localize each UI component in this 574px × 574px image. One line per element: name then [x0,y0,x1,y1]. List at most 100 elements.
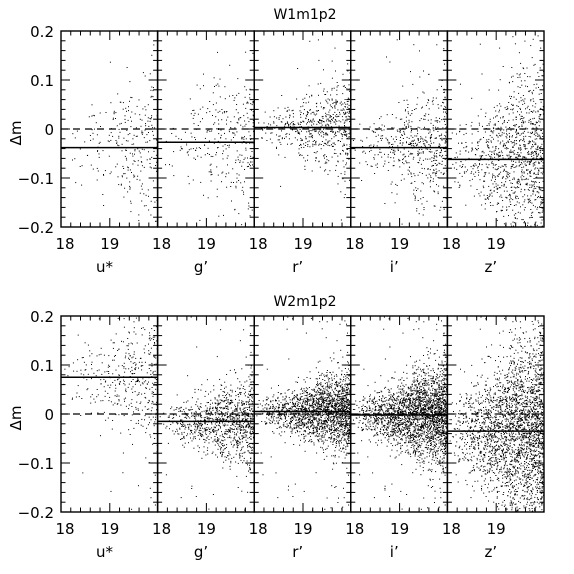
data-point [436,184,437,186]
data-point [212,429,214,431]
data-point [506,130,508,132]
data-point [307,122,308,124]
data-point [429,144,431,146]
data-point [321,124,323,126]
data-point [511,67,513,68]
data-point [542,85,543,87]
x-tick-label: 19 [197,235,216,253]
data-point [155,290,156,291]
data-point [520,152,522,154]
data-point [176,430,178,432]
data-point [531,57,533,59]
data-point [331,129,333,131]
data-point [506,106,508,108]
data-point [524,146,526,148]
data-point [488,123,490,125]
data-point [477,167,479,169]
data-point [229,429,231,431]
data-point [237,406,239,408]
data-point [177,433,179,435]
data-point [519,140,521,141]
data-point [541,190,543,192]
data-point [251,419,253,421]
data-point [344,173,346,175]
data-point [230,384,232,386]
data-point [321,120,323,122]
data-point [236,131,238,133]
data-point [139,192,141,194]
data-point [329,140,331,142]
data-point [73,370,75,372]
data-point [519,76,521,78]
data-point [503,169,505,171]
data-point [90,396,92,398]
data-point [250,469,251,471]
data-point [437,104,439,106]
data-point [502,146,504,148]
data-point [179,427,181,429]
data-point [337,131,339,133]
data-point [133,143,135,145]
data-point [214,86,215,87]
data-point [216,418,218,420]
data-point [177,423,179,425]
data-point [424,126,425,128]
data-point [405,126,407,127]
data-point [296,98,298,100]
data-point [532,111,534,113]
data-point [471,147,473,149]
data-point [484,131,486,133]
data-point [502,117,504,119]
data-point [340,191,342,193]
data-point [325,133,327,135]
data-point [248,426,250,428]
data-point [531,216,533,218]
data-point [323,374,325,376]
data-point [527,143,529,145]
data-point [303,157,305,159]
data-point [155,165,157,166]
data-point [542,180,544,182]
data-point [331,118,332,120]
data-point [316,426,318,428]
data-point [309,40,311,42]
data-point [444,96,446,98]
data-point [151,362,153,364]
data-point [292,113,294,115]
data-point [467,169,468,171]
data-point [536,129,538,131]
data-point [427,168,429,169]
data-point [541,219,543,221]
data-point [471,97,473,99]
data-point [81,165,83,167]
data-point [524,40,526,42]
data-point [209,414,211,416]
data-point [359,123,361,125]
data-point [529,175,531,177]
data-point [239,455,241,456]
data-point [143,381,145,383]
data-point [120,122,122,124]
data-point [187,175,189,177]
data-point [506,122,508,123]
data-point [121,365,123,367]
data-point [528,201,530,202]
data-point [224,439,226,441]
data-point [529,217,531,219]
data-point [241,455,243,457]
data-point [235,440,237,442]
data-point [191,409,193,410]
data-point [229,436,230,438]
data-point [416,103,418,105]
data-point [251,371,253,373]
data-point [194,417,196,419]
data-point [492,173,494,175]
data-point [135,408,137,410]
data-point [228,131,230,133]
data-point [202,106,204,108]
data-point [413,44,415,46]
data-point [496,211,497,213]
data-point [220,427,221,429]
data-point [217,424,219,426]
data-point [183,436,184,438]
